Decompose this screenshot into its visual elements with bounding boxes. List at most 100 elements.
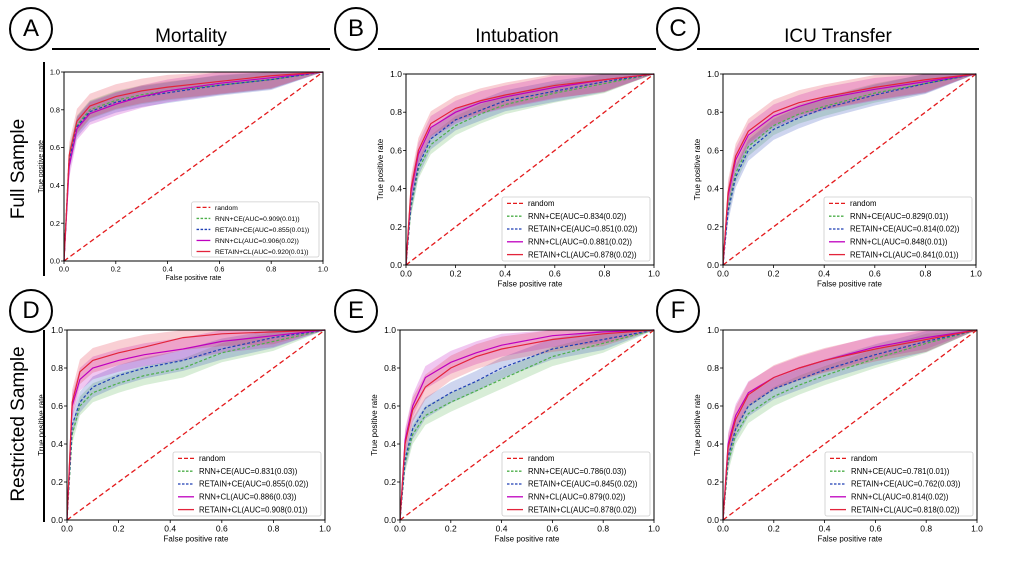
roc-curve-rnn-cl <box>399 329 655 521</box>
legend-label-retain-cl: RETAIN+CL(AUC=0.818(0.02)) <box>851 505 960 514</box>
roc-chart-a: 0.0 0.2 0.4 0.6 0.8 1.0 0.0 0.2 0.4 0.6 0.8 1.0 Fals… <box>38 68 328 283</box>
y-tick-label: 0.8 <box>390 107 402 117</box>
confidence-band-retain-ce <box>67 330 325 520</box>
x-tick-label: 1.0 <box>318 264 328 273</box>
y-tick-label: 0.4 <box>390 184 402 194</box>
legend-box <box>501 196 651 262</box>
x-tick-label: 0.6 <box>869 269 881 279</box>
legend-label-rnn-cl: RNN+CL(AUC=0.886(0.03)) <box>199 493 297 502</box>
x-tick-label: 0.6 <box>214 264 224 273</box>
legend-label-retain-ce: RETAIN+CE(AUC=0.845(0.02)) <box>528 480 638 489</box>
x-tick-label: 0.4 <box>496 524 508 534</box>
roc-curve-rnn-ce <box>66 329 326 521</box>
x-tick-label: 1.0 <box>971 524 983 534</box>
y-tick-label: 0.8 <box>707 107 719 117</box>
x-tick-label: 0.0 <box>59 264 69 273</box>
column-title-intubation: Intubation <box>475 26 559 47</box>
roc-chart-d: 0.0 0.2 0.4 0.6 0.8 1.0 0.0 0.2 0.4 0.6 0.8 1.0 Fals… <box>37 325 331 544</box>
y-tick-label: 0.0 <box>707 515 719 525</box>
y-tick-label: 0.2 <box>707 222 719 232</box>
legend: random RNN+CE(AUC=0.829(0.01)) RETAIN+CE(A… <box>823 196 973 262</box>
panel-letter-a: A <box>9 7 53 51</box>
confidence-band-rnn-ce <box>406 74 654 265</box>
y-tick-label: 0.8 <box>50 105 60 114</box>
y-tick-label: 0.2 <box>390 222 402 232</box>
plot-frame <box>66 329 326 521</box>
legend-box <box>823 196 973 262</box>
roc-curve-retain-cl <box>63 71 324 262</box>
legend: random RNN+CE(AUC=0.781(0.01)) RETAIN+CE(A… <box>824 451 974 517</box>
x-tick-label: 0.8 <box>267 524 279 534</box>
roc-curve-random <box>722 329 978 521</box>
x-tick-label: 0.2 <box>768 524 780 534</box>
legend-box <box>172 451 322 517</box>
legend: random RNN+CE(AUC=0.786(0.03)) RETAIN+CE(A… <box>501 451 651 517</box>
legend-label-rnn-ce: RNN+CE(AUC=0.909(0.01)) <box>215 216 300 223</box>
legend-box <box>501 451 651 517</box>
roc-curve-retain-cl <box>399 329 655 521</box>
confidence-band-retain-ce <box>406 74 654 265</box>
roc-curve-retain-cl <box>66 329 326 521</box>
y-tick-label: 0.0 <box>51 515 63 525</box>
y-tick-label: 0.2 <box>50 219 60 228</box>
x-tick-label: 0.2 <box>111 264 121 273</box>
column-underline-mortality <box>52 48 330 50</box>
y-tick-label: 0.8 <box>51 363 63 373</box>
plot-frame <box>405 73 655 266</box>
legend-label-rnn-ce: RNN+CE(AUC=0.786(0.03)) <box>528 467 627 476</box>
roc-chart-b: 0.0 0.2 0.4 0.6 0.8 1.0 0.0 0.2 0.4 0.6 0.8 1.0 Fals… <box>376 69 660 289</box>
x-tick-label: 0.4 <box>163 264 173 273</box>
legend-label-random: random <box>850 199 876 208</box>
y-tick-label: 0.6 <box>707 401 719 411</box>
legend: random RNN+CE(AUC=0.831(0.03)) RETAIN+CE(A… <box>172 451 322 517</box>
y-tick-label: 1.0 <box>384 325 396 335</box>
legend-label-retain-ce: RETAIN+CE(AUC=0.851(0.02)) <box>528 225 638 234</box>
legend-label-rnn-cl: RNN+CL(AUC=0.0.881(0.02)) <box>528 238 632 247</box>
legend-label-retain-cl: RETAIN+CL(AUC=0.920(0.01)) <box>215 249 308 256</box>
legend-label-rnn-cl: RNN+CL(AUC=0.814(0.02)) <box>851 493 949 502</box>
y-axis-label: True positive rate <box>38 140 45 193</box>
y-tick-label: 0.6 <box>707 145 719 155</box>
x-tick-label: 0.2 <box>445 524 457 534</box>
y-tick-label: 1.0 <box>50 68 60 77</box>
confidence-band-retain-ce <box>723 330 977 520</box>
legend-label-rnn-cl: RNN+CL(AUC=0.906(0.02)) <box>215 238 299 245</box>
y-tick-label: 0.0 <box>384 515 396 525</box>
x-tick-label: 0.4 <box>164 524 176 534</box>
row-line-full-sample <box>43 62 45 276</box>
roc-curve-rnn-ce <box>722 329 978 521</box>
roc-curve-retain-cl <box>722 73 977 266</box>
y-axis-label: True positive rate <box>37 394 46 456</box>
panel-letter-e: E <box>334 289 378 333</box>
x-tick-label: 0.2 <box>768 269 780 279</box>
row-line-restricted-sample <box>43 330 45 522</box>
roc-curve-retain-ce <box>66 329 326 521</box>
x-axis-label: False positive rate <box>495 535 560 544</box>
confidence-band-rnn-ce <box>67 330 325 520</box>
x-tick-label: 0.8 <box>598 269 610 279</box>
roc-curve-rnn-ce <box>405 73 655 266</box>
panel-letter-c: C <box>656 7 700 51</box>
roc-curve-rnn-cl <box>722 73 977 266</box>
x-axis-label: False positive rate <box>818 535 883 544</box>
y-tick-label: 0.0 <box>707 260 719 270</box>
panel-letter-f: F <box>656 289 700 333</box>
roc-chart-c: 0.0 0.2 0.4 0.6 0.8 1.0 0.0 0.2 0.4 0.6 0.8 1.0 Fals… <box>693 69 982 289</box>
legend-label-rnn-ce: RNN+CE(AUC=0.834(0.02)) <box>528 212 627 221</box>
roc-curve-rnn-cl <box>63 71 324 262</box>
y-tick-label: 1.0 <box>707 69 719 79</box>
plot-frame <box>722 73 977 266</box>
legend-box <box>191 201 320 258</box>
confidence-band-rnn-ce <box>723 74 976 265</box>
x-tick-label: 0.4 <box>499 269 511 279</box>
plot-frame <box>722 329 978 521</box>
x-tick-label: 0.4 <box>819 524 831 534</box>
legend-label-random: random <box>528 199 554 208</box>
y-tick-label: 0.2 <box>51 477 63 487</box>
x-axis-label: False positive rate <box>164 535 229 544</box>
y-tick-label: 1.0 <box>390 69 402 79</box>
y-tick-label: 0.4 <box>384 439 396 449</box>
legend-label-rnn-cl: RNN+CL(AUC=0.848(0.01)) <box>850 238 948 247</box>
roc-curve-random <box>66 329 326 521</box>
y-tick-label: 0.6 <box>390 145 402 155</box>
